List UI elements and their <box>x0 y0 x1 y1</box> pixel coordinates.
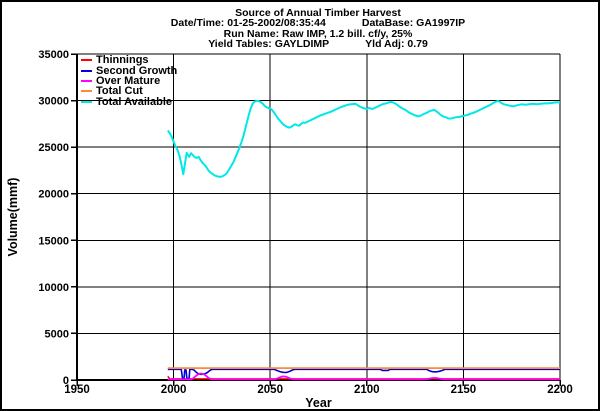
header-line-4: Yield Tables: GAYLDIMP Yld Adj: 0.79 <box>75 38 561 51</box>
y-tick-label: 30000 <box>38 96 69 108</box>
legend-item-thinnings: Thinnings <box>81 54 177 67</box>
x-tick-label: 2000 <box>161 384 187 396</box>
series-line-thinnings <box>167 375 560 380</box>
series-line-over-mature <box>167 372 560 381</box>
legend-swatch <box>81 79 92 82</box>
x-axis-title: Year <box>305 396 332 410</box>
x-tick-label: 1950 <box>64 384 90 396</box>
y-tick-label: 10000 <box>38 282 69 294</box>
database-label: DataBase: GA1997IP <box>361 17 466 30</box>
legend-swatch <box>81 100 92 103</box>
legend-label: Thinnings <box>96 54 149 67</box>
chart-legend: Thinnings Second Growth Over Mature Total C… <box>81 54 178 108</box>
chart-header: Source of Annual Timber Harvest Date/Tim… <box>75 8 561 50</box>
chart-title: Source of Annual Timber Harvest <box>235 7 401 19</box>
y-tick-label: 5000 <box>45 328 69 340</box>
yield-tables-label: Yield Tables: GAYLDIMP <box>208 38 330 51</box>
series-line-second-growth <box>167 368 560 380</box>
legend-swatch <box>81 90 92 93</box>
x-tick-label: 2200 <box>547 384 573 396</box>
x-tick-label: 2050 <box>257 384 283 396</box>
legend-item-total-available: Total Available <box>81 95 177 108</box>
run-name-label: Run Name: Raw IMP, 1.2 bill. cf/y, 25% <box>223 27 413 40</box>
legend-label: Total Available <box>96 95 173 108</box>
x-tick-label: 2150 <box>451 384 477 396</box>
datetime-label: Date/Time: 01-25-2002/08:35:44 <box>170 17 326 30</box>
y-axis-title: Volume(mmf) <box>6 178 20 257</box>
legend-swatch <box>81 59 92 62</box>
header-line-2: Date/Time: 01-25-2002/08:35:44 DataBase:… <box>75 17 561 30</box>
series-line-total-available <box>166 100 560 178</box>
legend-item-total-cut: Total Cut <box>81 85 177 98</box>
legend-item-second-growth: Second Growth <box>81 64 178 77</box>
y-tick-label: 35000 <box>38 49 69 61</box>
y-tick-label: 0 <box>63 375 69 387</box>
legend-swatch <box>81 69 92 72</box>
legend-label: Second Growth <box>96 64 178 77</box>
y-tick-label: 20000 <box>38 189 69 201</box>
legend-label: Over Mature <box>96 74 161 87</box>
y-tick-label: 15000 <box>38 235 69 247</box>
y-tick-label: 25000 <box>38 142 69 154</box>
legend-item-over-mature: Over Mature <box>81 74 177 87</box>
legend-label: Total Cut <box>96 85 143 98</box>
yield-adj-label: Yld Adj: 0.79 <box>365 38 428 51</box>
x-tick-label: 2100 <box>354 384 380 396</box>
